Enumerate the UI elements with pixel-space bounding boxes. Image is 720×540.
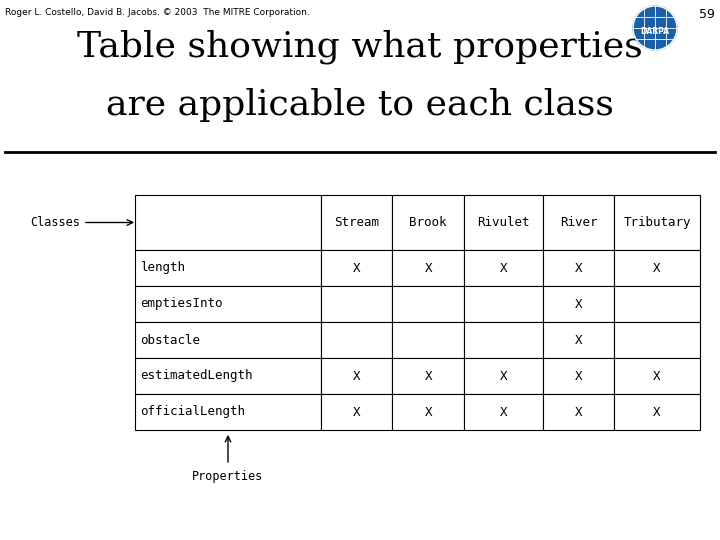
- Text: Table showing what properties: Table showing what properties: [77, 30, 643, 64]
- Text: Stream: Stream: [334, 216, 379, 229]
- Bar: [392, 394, 464, 430]
- Bar: [543, 394, 614, 430]
- Text: X: X: [353, 369, 361, 382]
- Text: X: X: [425, 406, 432, 419]
- Text: X: X: [653, 261, 661, 274]
- Bar: [543, 195, 614, 250]
- Bar: [135, 286, 321, 322]
- Bar: [543, 358, 614, 394]
- Text: X: X: [500, 369, 507, 382]
- Text: officialLength: officialLength: [140, 406, 245, 419]
- Bar: [135, 195, 321, 250]
- Text: X: X: [425, 369, 432, 382]
- Bar: [464, 322, 543, 358]
- Bar: [321, 250, 392, 286]
- Bar: [614, 250, 700, 286]
- Bar: [614, 195, 700, 250]
- Bar: [321, 358, 392, 394]
- Bar: [464, 286, 543, 322]
- Bar: [321, 394, 392, 430]
- Text: estimatedLength: estimatedLength: [140, 369, 253, 382]
- Text: X: X: [575, 406, 582, 419]
- Bar: [392, 250, 464, 286]
- Text: DARPA: DARPA: [641, 28, 670, 37]
- Bar: [543, 250, 614, 286]
- Bar: [321, 195, 392, 250]
- Bar: [614, 358, 700, 394]
- Bar: [321, 322, 392, 358]
- Bar: [614, 394, 700, 430]
- Text: obstacle: obstacle: [140, 334, 200, 347]
- Bar: [392, 322, 464, 358]
- Text: Brook: Brook: [410, 216, 447, 229]
- Bar: [464, 358, 543, 394]
- Text: X: X: [575, 298, 582, 310]
- Text: X: X: [500, 406, 507, 419]
- Text: X: X: [353, 406, 361, 419]
- Bar: [543, 286, 614, 322]
- Bar: [135, 358, 321, 394]
- Text: X: X: [653, 406, 661, 419]
- Text: X: X: [353, 261, 361, 274]
- Bar: [135, 322, 321, 358]
- Circle shape: [633, 6, 677, 50]
- Bar: [464, 394, 543, 430]
- Bar: [543, 322, 614, 358]
- Text: emptiesInto: emptiesInto: [140, 298, 222, 310]
- Bar: [614, 322, 700, 358]
- Text: Properties: Properties: [192, 470, 264, 483]
- Text: River: River: [559, 216, 597, 229]
- Text: 59: 59: [699, 8, 715, 21]
- Bar: [135, 394, 321, 430]
- Bar: [321, 286, 392, 322]
- Bar: [464, 195, 543, 250]
- Bar: [614, 286, 700, 322]
- Text: are applicable to each class: are applicable to each class: [106, 88, 614, 122]
- Text: X: X: [500, 261, 507, 274]
- Bar: [392, 195, 464, 250]
- Text: X: X: [425, 261, 432, 274]
- Bar: [392, 358, 464, 394]
- Text: X: X: [575, 261, 582, 274]
- Text: Classes: Classes: [30, 216, 80, 229]
- Text: length: length: [140, 261, 185, 274]
- Text: Roger L. Costello, David B. Jacobs. © 2003  The MITRE Corporation.: Roger L. Costello, David B. Jacobs. © 20…: [5, 8, 310, 17]
- Text: X: X: [575, 334, 582, 347]
- Bar: [392, 286, 464, 322]
- Text: Tributary: Tributary: [624, 216, 690, 229]
- Text: X: X: [653, 369, 661, 382]
- Bar: [464, 250, 543, 286]
- Text: Rivulet: Rivulet: [477, 216, 530, 229]
- Text: X: X: [575, 369, 582, 382]
- Bar: [135, 250, 321, 286]
